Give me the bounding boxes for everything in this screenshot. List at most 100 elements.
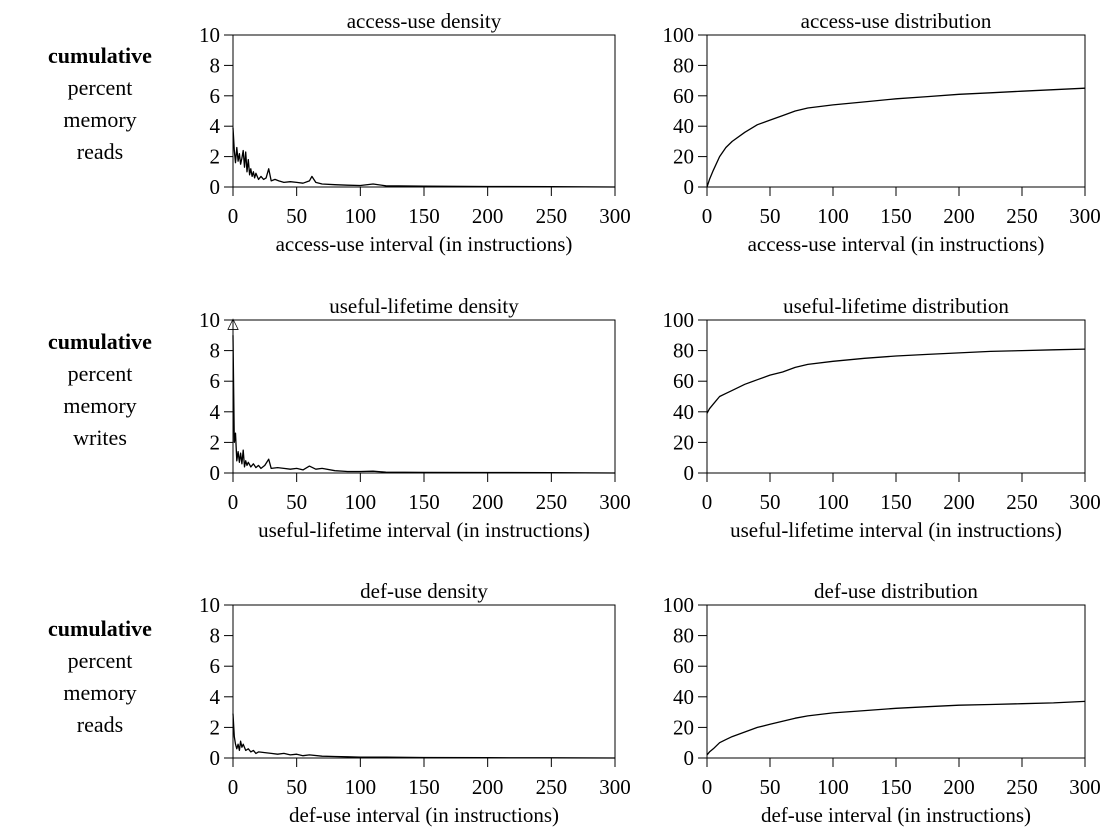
x-tick-label: 150 [408, 490, 440, 514]
y-tick-label: 40 [673, 114, 694, 138]
x-axis-label: def-use interval (in instructions) [761, 803, 1031, 827]
y-tick-label: 8 [210, 53, 221, 77]
y-tick-label: 10 [199, 23, 220, 47]
x-tick-label: 100 [345, 775, 377, 799]
x-tick-label: 50 [286, 775, 307, 799]
chart-title: access-use density [347, 9, 502, 33]
x-tick-label: 150 [880, 204, 912, 228]
y-tick-label: 20 [673, 715, 694, 739]
y-tick-label: 10 [199, 593, 220, 617]
x-tick-label: 150 [408, 204, 440, 228]
series-line [232, 713, 616, 759]
x-tick-label: 100 [817, 775, 849, 799]
y-tick-label: 80 [673, 53, 694, 77]
x-tick-label: 300 [1069, 204, 1101, 228]
y-tick-label: 4 [210, 114, 221, 138]
y-tick-label: 40 [673, 685, 694, 709]
chart-title: def-use density [360, 579, 488, 603]
x-tick-label: 0 [228, 490, 239, 514]
chart-panel-6: def-use distribution 0 20 40 60 80 100 0 50 100 15… [663, 579, 1101, 827]
y-tick-label: 80 [673, 339, 694, 363]
y-tick-label: 0 [684, 175, 695, 199]
y-tick-label: 10 [199, 308, 220, 332]
y-tick-label: 2 [210, 430, 221, 454]
x-tick-label: 0 [702, 775, 713, 799]
y-tick-label: 60 [673, 84, 694, 108]
y-tick-label: 4 [210, 685, 221, 709]
chart-title: useful-lifetime distribution [783, 294, 1009, 318]
y-tick-label: 0 [684, 746, 695, 770]
x-tick-label: 300 [599, 490, 631, 514]
x-tick-label: 250 [1006, 204, 1038, 228]
row-label-3-heading: cumulative [48, 616, 152, 641]
plot-frame [706, 604, 1086, 759]
row-label-3: cumulative percent memory reads [20, 613, 180, 741]
x-tick-label: 150 [880, 775, 912, 799]
y-tick-label: 6 [210, 84, 221, 108]
series-line [706, 87, 1086, 188]
y-tick-label: 40 [673, 400, 694, 424]
series-line [232, 127, 616, 188]
off-scale-marker: △ [227, 316, 239, 332]
row-label-1-line-1: percent [67, 75, 133, 100]
x-tick-label: 0 [228, 775, 239, 799]
plot-frame [706, 319, 1086, 474]
x-tick-label: 250 [1006, 490, 1038, 514]
y-tick-label: 20 [673, 430, 694, 454]
y-tick-label: 0 [210, 461, 221, 485]
x-axis-label: useful-lifetime interval (in instruction… [258, 518, 590, 542]
x-tick-label: 100 [817, 490, 849, 514]
y-tick-label: 20 [673, 145, 694, 169]
x-axis-label: access-use interval (in instructions) [748, 232, 1045, 256]
x-tick-label: 300 [599, 775, 631, 799]
y-tick-label: 100 [663, 593, 695, 617]
y-tick-label: 0 [210, 175, 221, 199]
chart-title: access-use distribution [801, 9, 992, 33]
x-tick-label: 50 [760, 490, 781, 514]
x-tick-label: 200 [472, 775, 504, 799]
y-tick-label: 8 [210, 624, 221, 648]
x-tick-label: 100 [345, 490, 377, 514]
row-label-3-line-3: reads [76, 712, 124, 737]
plot-frame [232, 319, 616, 474]
x-tick-label: 150 [408, 775, 440, 799]
row-label-2-line-3: writes [73, 425, 127, 450]
row-label-1-line-3: reads [76, 139, 124, 164]
x-tick-label: 200 [472, 490, 504, 514]
series-line [232, 335, 616, 474]
row-label-2-heading: cumulative [48, 329, 152, 354]
x-tick-label: 0 [228, 204, 239, 228]
series-line [706, 348, 1086, 414]
row-label-2-line-2: memory [63, 393, 137, 418]
y-tick-label: 2 [210, 715, 221, 739]
y-tick-label: 8 [210, 339, 221, 363]
chart-panel-4: useful-lifetime distribution 0 20 40 60 80 100… [663, 294, 1101, 542]
x-axis-label: def-use interval (in instructions) [289, 803, 559, 827]
x-tick-label: 300 [1069, 775, 1101, 799]
x-tick-label: 50 [760, 775, 781, 799]
row-label-1: cumulative percent memory reads [20, 40, 180, 168]
x-tick-label: 0 [702, 204, 713, 228]
plot-frame [706, 34, 1086, 188]
x-tick-label: 100 [817, 204, 849, 228]
plot-frame [232, 34, 616, 188]
x-tick-label: 300 [1069, 490, 1101, 514]
x-tick-label: 200 [943, 490, 975, 514]
y-tick-label: 6 [210, 369, 221, 393]
row-label-1-line-2: memory [63, 107, 137, 132]
y-tick-label: 4 [210, 400, 221, 424]
row-label-2: cumulative percent memory writes [20, 326, 180, 454]
plot-frame [232, 604, 616, 759]
x-axis-label: useful-lifetime interval (in instruction… [730, 518, 1062, 542]
x-tick-label: 250 [536, 775, 568, 799]
x-tick-label: 50 [286, 490, 307, 514]
x-tick-label: 0 [702, 490, 713, 514]
row-label-2-line-1: percent [67, 361, 133, 386]
y-tick-label: 80 [673, 624, 694, 648]
chart-panel-2: access-use distribution 0 20 40 60 80 100 0 50 10… [663, 9, 1101, 256]
y-tick-label: 0 [684, 461, 695, 485]
